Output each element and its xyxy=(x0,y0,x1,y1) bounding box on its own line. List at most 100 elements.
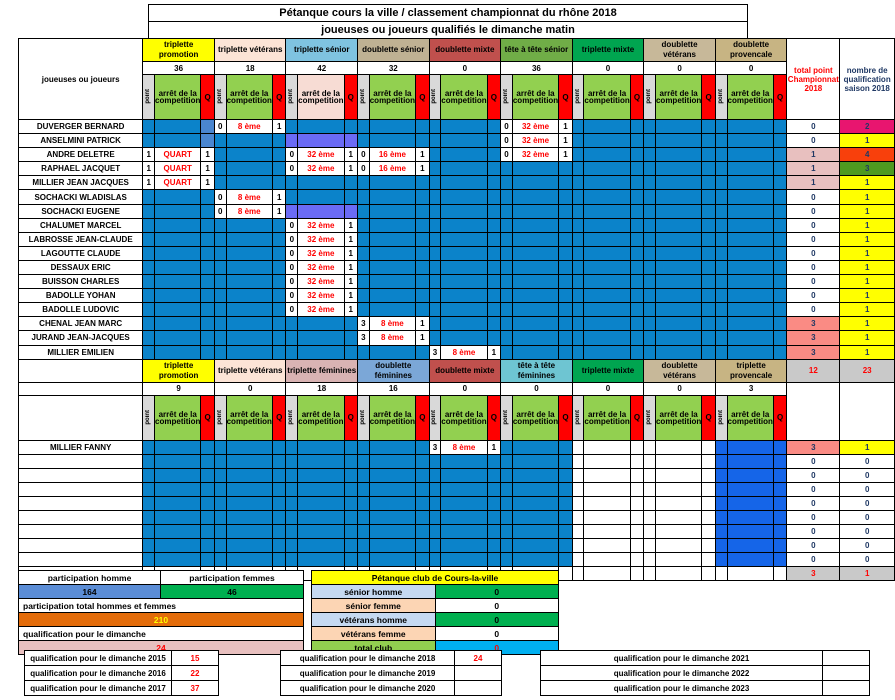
score-cell[interactable] xyxy=(583,524,631,540)
score-cell[interactable]: 32 ème xyxy=(297,288,345,304)
score-cell[interactable] xyxy=(583,552,631,568)
score-cell[interactable] xyxy=(415,302,430,318)
score-cell[interactable] xyxy=(701,189,716,205)
score-cell[interactable] xyxy=(511,203,560,219)
score-cell[interactable] xyxy=(154,510,202,526)
score-cell[interactable] xyxy=(486,552,502,568)
score-cell[interactable] xyxy=(213,217,227,233)
score-cell[interactable] xyxy=(225,495,273,512)
score-cell[interactable] xyxy=(701,453,716,469)
score-cell[interactable] xyxy=(583,495,631,512)
score-cell[interactable] xyxy=(142,274,156,290)
score-cell[interactable]: 1 xyxy=(486,344,502,360)
score-cell[interactable] xyxy=(643,302,656,318)
score-cell[interactable] xyxy=(558,538,573,554)
score-cell[interactable] xyxy=(486,189,502,205)
score-cell[interactable]: 32 ème xyxy=(297,245,345,261)
score-cell[interactable] xyxy=(200,453,215,469)
score-cell[interactable] xyxy=(368,453,417,469)
score-cell[interactable] xyxy=(654,231,703,247)
score-cell[interactable] xyxy=(714,274,728,290)
score-cell[interactable] xyxy=(297,510,345,526)
score-cell[interactable] xyxy=(440,161,488,177)
score-cell[interactable] xyxy=(654,217,703,233)
score-cell[interactable] xyxy=(701,217,716,233)
score-cell[interactable] xyxy=(629,495,645,512)
score-cell[interactable] xyxy=(428,274,442,290)
score-cell[interactable] xyxy=(225,552,273,568)
score-cell[interactable] xyxy=(772,147,788,163)
score-cell[interactable] xyxy=(701,481,716,497)
score-cell[interactable] xyxy=(558,524,573,540)
score-cell[interactable] xyxy=(271,510,287,526)
score-cell[interactable] xyxy=(714,189,728,205)
score-cell[interactable] xyxy=(200,259,215,276)
score-cell[interactable] xyxy=(726,330,774,346)
score-cell[interactable] xyxy=(297,467,345,483)
score-cell[interactable] xyxy=(213,524,227,540)
score-cell[interactable] xyxy=(368,344,417,360)
score-cell[interactable] xyxy=(213,439,227,455)
score-cell[interactable] xyxy=(343,453,358,469)
score-cell[interactable] xyxy=(297,344,345,360)
score-cell[interactable] xyxy=(583,259,631,276)
score-cell[interactable] xyxy=(357,344,370,360)
score-cell[interactable] xyxy=(500,175,513,191)
score-cell[interactable] xyxy=(213,302,227,318)
score-cell[interactable]: 0 xyxy=(213,203,227,219)
score-cell[interactable] xyxy=(428,118,442,135)
score-cell[interactable]: 1 xyxy=(271,203,287,219)
score-cell[interactable] xyxy=(415,203,430,219)
score-cell[interactable] xyxy=(357,189,370,205)
score-cell[interactable] xyxy=(701,118,716,135)
score-cell[interactable] xyxy=(772,118,788,135)
score-cell[interactable]: 32 ème xyxy=(297,217,345,233)
score-cell[interactable] xyxy=(440,453,488,469)
score-cell[interactable] xyxy=(726,467,774,483)
score-cell[interactable] xyxy=(200,133,215,149)
score-cell[interactable]: 8 ème xyxy=(225,203,273,219)
score-cell[interactable] xyxy=(500,245,513,261)
score-cell[interactable] xyxy=(583,231,631,247)
score-cell[interactable] xyxy=(583,538,631,554)
score-cell[interactable] xyxy=(271,231,287,247)
score-cell[interactable] xyxy=(415,288,430,304)
score-cell[interactable] xyxy=(271,288,287,304)
score-cell[interactable] xyxy=(368,133,417,149)
score-cell[interactable] xyxy=(583,189,631,205)
score-cell[interactable] xyxy=(285,175,299,191)
score-cell[interactable] xyxy=(511,510,560,526)
score-cell[interactable] xyxy=(654,439,703,455)
score-cell[interactable] xyxy=(142,344,156,360)
score-cell[interactable] xyxy=(714,453,728,469)
score-cell[interactable] xyxy=(629,274,645,290)
score-cell[interactable] xyxy=(368,259,417,276)
score-cell[interactable] xyxy=(368,524,417,540)
score-cell[interactable] xyxy=(629,147,645,163)
score-cell[interactable] xyxy=(629,344,645,360)
score-cell[interactable] xyxy=(440,495,488,512)
score-cell[interactable] xyxy=(511,189,560,205)
score-cell[interactable] xyxy=(428,217,442,233)
score-cell[interactable] xyxy=(200,330,215,346)
score-cell[interactable] xyxy=(285,439,299,455)
score-cell[interactable] xyxy=(225,524,273,540)
score-cell[interactable] xyxy=(297,330,345,346)
score-cell[interactable] xyxy=(654,481,703,497)
score-cell[interactable]: 32 ème xyxy=(297,302,345,318)
score-cell[interactable] xyxy=(714,439,728,455)
score-cell[interactable] xyxy=(772,453,788,469)
score-cell[interactable] xyxy=(415,217,430,233)
score-cell[interactable] xyxy=(343,344,358,360)
score-cell[interactable] xyxy=(200,189,215,205)
score-cell[interactable] xyxy=(154,274,202,290)
score-cell[interactable] xyxy=(368,467,417,483)
score-cell[interactable] xyxy=(213,288,227,304)
score-cell[interactable] xyxy=(629,538,645,554)
score-cell[interactable] xyxy=(772,231,788,247)
score-cell[interactable] xyxy=(571,118,585,135)
score-cell[interactable] xyxy=(154,552,202,568)
score-cell[interactable] xyxy=(701,538,716,554)
score-cell[interactable] xyxy=(511,302,560,318)
score-cell[interactable]: 0 xyxy=(285,147,299,163)
